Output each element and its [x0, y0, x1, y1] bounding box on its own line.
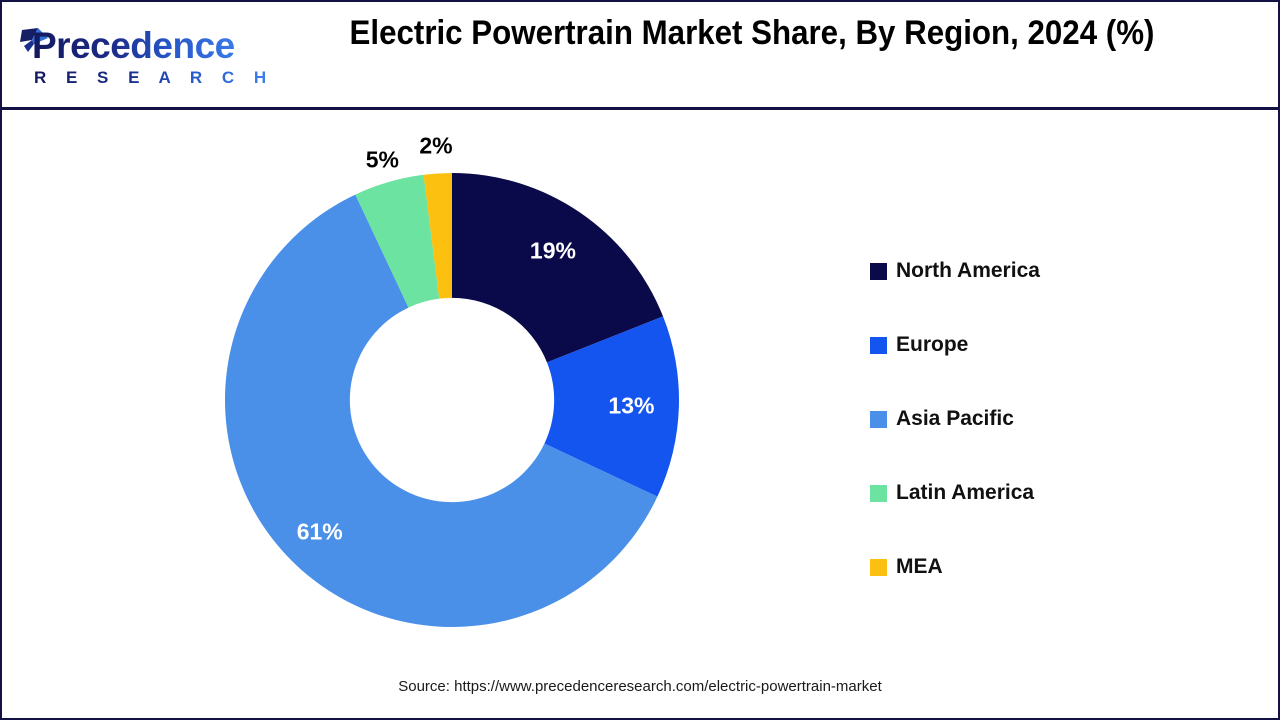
legend-color-swatch — [870, 484, 887, 502]
donut-slice[interactable] — [544, 316, 679, 497]
donut-slice[interactable] — [355, 174, 440, 308]
slice-value-label: 61% — [296, 518, 343, 545]
logo-wordmark: Precedence — [32, 25, 235, 66]
donut-slice[interactable] — [452, 173, 664, 363]
precedence-research-logo: Precedence R E S E A R C H — [16, 20, 266, 94]
chart-legend: North America Europe Asia Pacific Latin Ame… — [870, 234, 1170, 604]
legend-item[interactable]: North America — [870, 234, 1170, 308]
legend-item[interactable]: MEA — [870, 530, 1170, 604]
donut-slice[interactable] — [224, 194, 658, 628]
donut-slices — [224, 173, 679, 628]
legend-item-label: MEA — [896, 555, 943, 578]
donut-chart-svg — [224, 173, 679, 628]
legend-item-label: Latin America — [896, 481, 1035, 504]
legend-item[interactable]: Europe — [870, 308, 1170, 382]
slice-value-label: 19% — [529, 237, 576, 264]
slice-value-label: 13% — [608, 392, 655, 419]
donut-chart: 19% 13% 61% 5% 2% — [224, 134, 680, 628]
legend-color-swatch — [870, 558, 887, 576]
legend-item[interactable]: Latin America — [870, 456, 1170, 530]
legend-color-swatch — [870, 262, 887, 280]
legend-color-swatch — [870, 410, 887, 428]
legend-color-swatch — [870, 336, 887, 354]
page-title: Electric Powertrain Market Share, By Reg… — [349, 14, 1155, 52]
slice-value-label: 2% — [419, 132, 453, 159]
legend-item[interactable]: Asia Pacific — [870, 382, 1170, 456]
logo-mark-icon — [20, 28, 48, 52]
legend-item-label: Asia Pacific — [896, 407, 1014, 430]
donut-slice[interactable] — [423, 173, 452, 299]
legend-item-label: Europe — [896, 333, 969, 356]
source-caption: Source: https://www.precedenceresearch.c… — [398, 678, 882, 695]
slice-value-label: 5% — [365, 146, 400, 173]
logo-subtitle: R E S E A R C H — [34, 68, 274, 87]
header-bar: Precedence R E S E A R C H Electric Powe… — [2, 2, 1278, 110]
legend-item-label: North America — [896, 259, 1040, 282]
